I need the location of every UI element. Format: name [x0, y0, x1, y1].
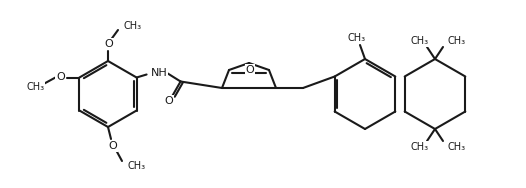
Text: CH₃: CH₃: [348, 33, 366, 43]
Text: O: O: [105, 39, 114, 49]
Text: CH₃: CH₃: [411, 142, 429, 152]
Text: NH: NH: [150, 67, 167, 77]
Text: O: O: [246, 65, 255, 75]
Text: CH₃: CH₃: [447, 36, 465, 46]
Text: CH₃: CH₃: [128, 161, 146, 171]
Text: CH₃: CH₃: [124, 21, 142, 31]
Text: CH₃: CH₃: [411, 36, 429, 46]
Text: CH₃: CH₃: [447, 142, 465, 152]
Text: O: O: [56, 73, 65, 83]
Text: CH₃: CH₃: [26, 83, 45, 92]
Text: O: O: [164, 96, 173, 106]
Text: O: O: [109, 141, 117, 151]
